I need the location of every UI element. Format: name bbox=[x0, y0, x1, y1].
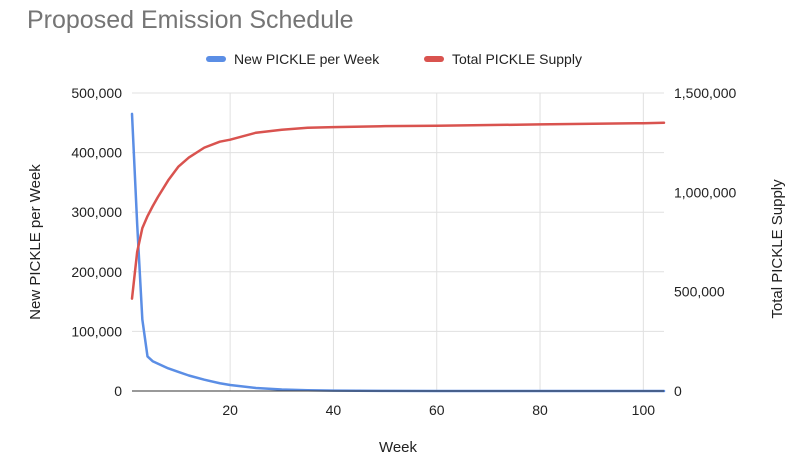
axis-layer: 0 100,000 200,000 300,000 400,000 500,000 20 40… bbox=[71, 85, 736, 418]
y-right-tick-label: 1,500,000 bbox=[674, 85, 736, 101]
y-left-tick-label: 500,000 bbox=[71, 85, 122, 101]
y-right-tick-label: 500,000 bbox=[674, 284, 725, 300]
y-axis-left-title: New PICKLE per Week bbox=[27, 164, 44, 320]
y-left-tick-label: 100,000 bbox=[71, 323, 122, 339]
legend-swatch bbox=[424, 56, 444, 62]
y-left-tick-label: 400,000 bbox=[71, 145, 122, 161]
series-line-total-supply bbox=[130, 121, 666, 300]
y-axis-right-title: Total PICKLE Supply bbox=[769, 179, 786, 319]
legend-label: New PICKLE per Week bbox=[234, 51, 380, 67]
x-tick-label: 80 bbox=[532, 402, 548, 418]
y-left-tick-label: 200,000 bbox=[71, 264, 122, 280]
legend: New PICKLE per Week Total PICKLE Supply bbox=[206, 51, 582, 67]
series-layer bbox=[130, 112, 666, 393]
x-tick-label: 20 bbox=[222, 402, 238, 418]
y-right-tick-label: 0 bbox=[674, 383, 682, 399]
series-line-new-per-week bbox=[130, 112, 666, 393]
x-tick-label: 100 bbox=[632, 402, 656, 418]
x-axis-title: Week bbox=[379, 439, 418, 456]
chart-title: Proposed Emission Schedule bbox=[27, 6, 354, 34]
grid-layer bbox=[132, 92, 664, 391]
y-left-tick-label: 0 bbox=[114, 383, 122, 399]
x-tick-label: 60 bbox=[429, 402, 445, 418]
legend-swatch bbox=[206, 56, 226, 62]
y-left-tick-label: 300,000 bbox=[71, 204, 122, 220]
legend-label: Total PICKLE Supply bbox=[452, 51, 582, 67]
y-right-tick-label: 1,000,000 bbox=[674, 184, 736, 200]
x-tick-label: 40 bbox=[326, 402, 342, 418]
